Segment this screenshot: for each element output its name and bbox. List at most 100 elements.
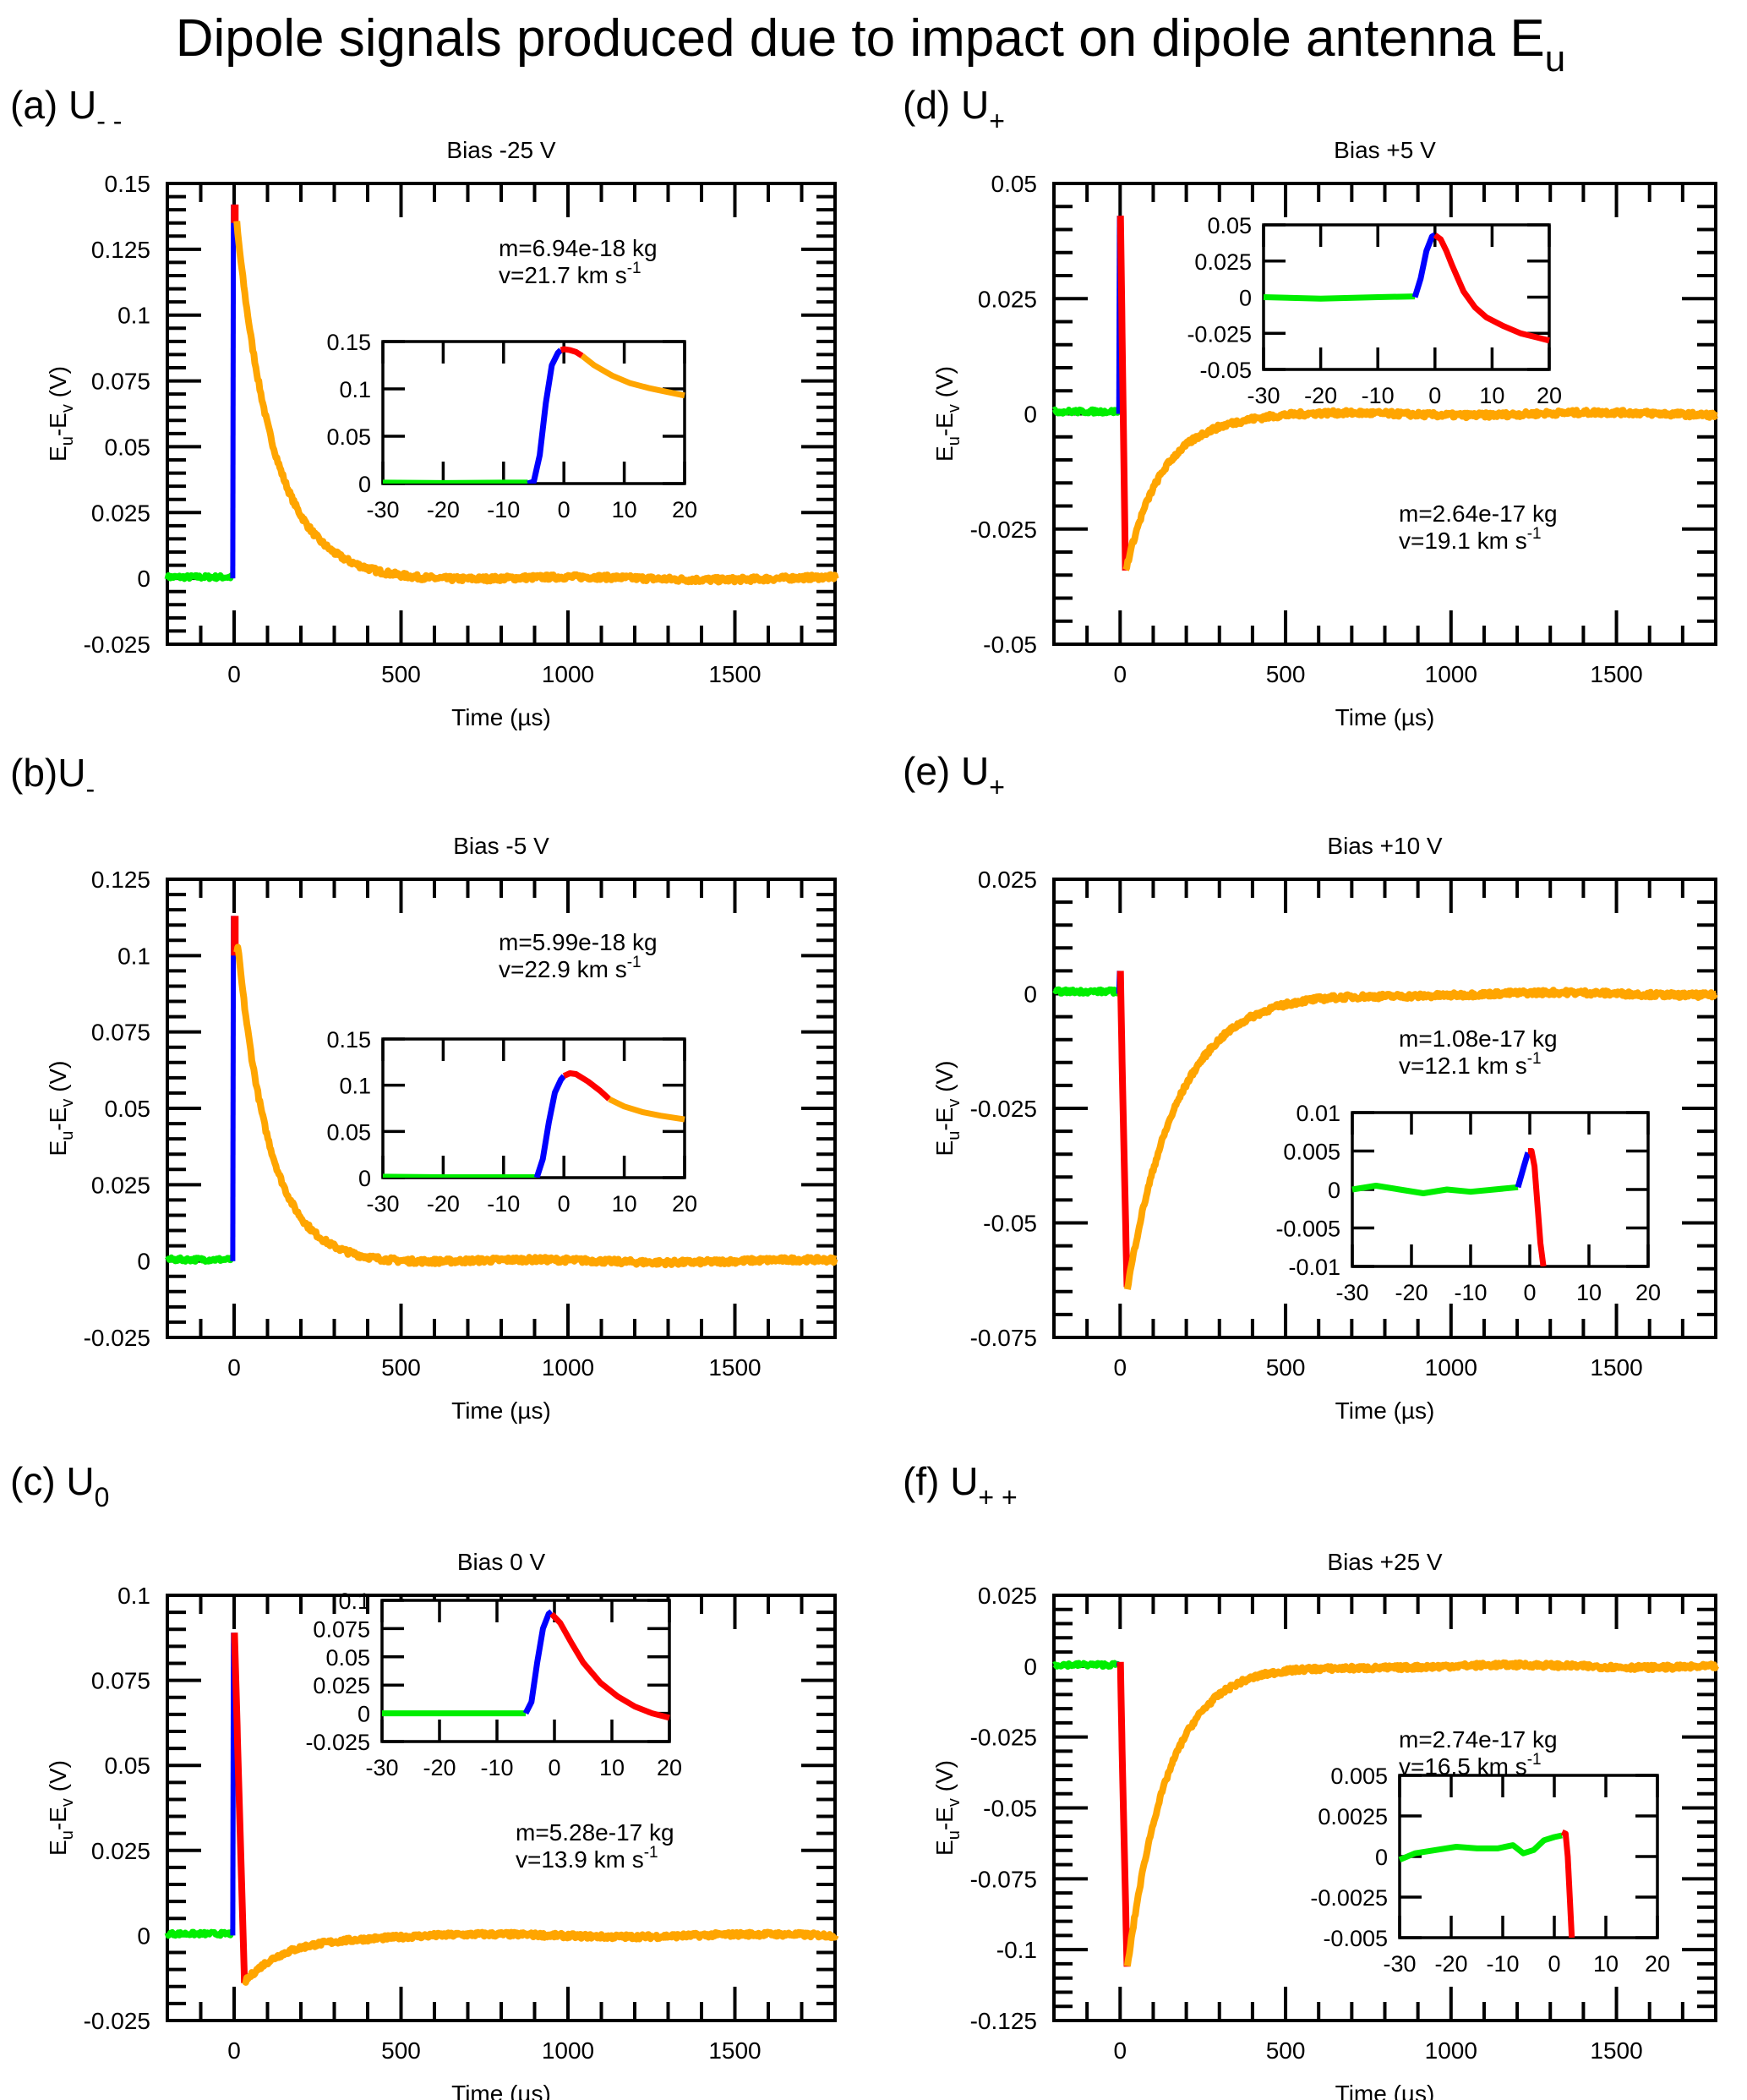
inset-series-peak bbox=[1560, 1829, 1575, 1938]
inset-series-peak bbox=[1433, 232, 1550, 344]
inset-x-tick-label: -10 bbox=[1362, 383, 1395, 408]
chart-title: Bias 0 V bbox=[457, 1549, 546, 1575]
y-label-part: (V) bbox=[45, 1061, 71, 1099]
inset-frame bbox=[380, 1599, 671, 1743]
y-axis-label: Eu-Ev (V) bbox=[45, 366, 77, 462]
series-pre-impact bbox=[1051, 1660, 1122, 1671]
main-y-tick-label: -0.05 bbox=[983, 632, 1037, 658]
x-axis-label: Time (µs) bbox=[1335, 1397, 1435, 1424]
chart-title: Bias +10 V bbox=[1327, 833, 1443, 859]
main-y-tick-label: 0.025 bbox=[91, 1172, 150, 1198]
inset-series-pre-impact bbox=[1351, 1183, 1519, 1196]
main-y-tick-label: 0.075 bbox=[91, 1020, 150, 1046]
main-y-tick-label: 0.075 bbox=[91, 1668, 150, 1694]
y-label-part: E bbox=[931, 446, 958, 462]
main-y-tick-label: 0.05 bbox=[105, 1096, 151, 1122]
inset-y-tick-label: 0.005 bbox=[1283, 1140, 1340, 1165]
annotation-velocity-sup: -1 bbox=[627, 954, 641, 971]
y-label-part: -E bbox=[931, 1807, 958, 1830]
y-axis-label: Eu-Ev (V) bbox=[45, 1760, 77, 1856]
y-label-sub: u bbox=[58, 1131, 77, 1140]
inset-y-tick-label: 0.05 bbox=[1207, 213, 1252, 238]
main-x-tick-label: 1500 bbox=[708, 1354, 761, 1381]
y-label-part: -E bbox=[931, 413, 958, 436]
main-frame bbox=[1052, 878, 1717, 1339]
main-x-tick-label: 500 bbox=[381, 661, 421, 687]
main-y-tick-label: -0.125 bbox=[970, 2008, 1037, 2034]
panel-label-text: (b)U bbox=[10, 751, 85, 795]
panel-label-text: (e) U bbox=[903, 749, 989, 793]
y-label-sub: v bbox=[945, 1099, 964, 1107]
inset-x-tick-label: 20 bbox=[672, 497, 697, 522]
main-x-tick-label: 1500 bbox=[1590, 1354, 1642, 1381]
y-axis-label: Eu-Ev (V) bbox=[931, 366, 964, 462]
main-y-tick-label: 0 bbox=[1024, 402, 1037, 428]
inset-x-tick-label: 0 bbox=[558, 497, 571, 522]
main-x-tick-label: 0 bbox=[227, 2037, 241, 2064]
panel-label-subscript: - bbox=[85, 774, 95, 804]
main-x-tick-label: 1500 bbox=[708, 2037, 761, 2064]
panels: (a) U- -Bias -25 V0 500 1000 1500-0.02500.0… bbox=[10, 83, 1720, 2100]
chart-title: Bias -25 V bbox=[446, 137, 555, 163]
panel-label-text: (f) U bbox=[903, 1459, 978, 1503]
y-label-part: -E bbox=[931, 1107, 958, 1131]
panel-label-text: (c) U bbox=[10, 1459, 95, 1503]
inset-series-peak bbox=[549, 1611, 670, 1721]
annotation-velocity: v=13.9 km s-1 bbox=[516, 1844, 658, 1873]
main-y-tick-label: 0 bbox=[137, 1249, 150, 1275]
annotation-velocity: v=12.1 km s-1 bbox=[1399, 1050, 1542, 1079]
inset-x-tick-label: -20 bbox=[423, 1755, 456, 1780]
main-y-tick-label: 0.025 bbox=[91, 1838, 150, 1864]
panel-label: (b)U- bbox=[10, 751, 95, 804]
inset-y-tick-label: 0.075 bbox=[313, 1616, 370, 1642]
main-y-tick-label: 0.075 bbox=[91, 369, 150, 395]
inset-x-tick-label: -10 bbox=[1454, 1280, 1487, 1305]
annotation-velocity: v=21.7 km s-1 bbox=[499, 260, 641, 288]
y-axis-label: Eu-Ev (V) bbox=[45, 1061, 77, 1157]
annotation-velocity-sup: -1 bbox=[627, 260, 641, 277]
y-label-part: -E bbox=[45, 1807, 71, 1830]
main-y-tick-label: -0.05 bbox=[983, 1211, 1037, 1237]
main-y-tick-label: -0.025 bbox=[84, 632, 150, 658]
annotation-mass: m=2.64e-17 kg bbox=[1399, 500, 1558, 527]
inset-y-tick-label: 0.025 bbox=[1194, 249, 1252, 275]
panel-label-subscript: 0 bbox=[95, 1482, 110, 1512]
series-decay bbox=[1123, 1659, 1720, 1967]
inset-y-tick-label: 0 bbox=[358, 1166, 371, 1191]
inset-x-tick-label: -30 bbox=[366, 1191, 399, 1217]
inset-x-tick-label: 10 bbox=[612, 497, 637, 522]
y-label-sub: u bbox=[945, 1131, 964, 1140]
series-peak-fit bbox=[1116, 1661, 1131, 1967]
inset-y-tick-label: -0.005 bbox=[1323, 1926, 1388, 1951]
x-axis-label: Time (µs) bbox=[1335, 2081, 1435, 2100]
main-x-tick-label: 500 bbox=[1266, 661, 1306, 687]
inset-chart-e: -30 -20 -10 0 10 20 -0.01 -0.005 0 0.005 0.01 bbox=[1275, 1101, 1661, 1305]
y-label-sub: v bbox=[945, 404, 964, 413]
inset-x-tick-label: -20 bbox=[427, 497, 460, 522]
y-label-sub: u bbox=[58, 1830, 77, 1840]
inset-y-tick-label: -0.05 bbox=[1199, 358, 1252, 383]
series-rise bbox=[230, 204, 237, 579]
series-pre-impact bbox=[164, 571, 236, 582]
annotation-velocity-text: v=22.9 km s bbox=[499, 956, 627, 982]
panel-label: (d) U+ bbox=[903, 83, 1005, 136]
inset-x-tick-label: -20 bbox=[1395, 1280, 1428, 1305]
series-pre-impact bbox=[1051, 406, 1122, 417]
series-rise bbox=[230, 916, 237, 1261]
main-y-tick-label: 0.1 bbox=[117, 1583, 150, 1609]
main-x-tick-label: 500 bbox=[1266, 1354, 1306, 1381]
main-y-tick-label: 0 bbox=[137, 566, 150, 592]
series-decay bbox=[242, 1928, 839, 1986]
panel-label-subscript: + bbox=[989, 772, 1005, 802]
main-x-tick-label: 1000 bbox=[1425, 2037, 1477, 2064]
main-y-tick-label: 0.025 bbox=[978, 1583, 1037, 1609]
inset-x-tick-label: 20 bbox=[657, 1755, 682, 1780]
main-y-tick-label: -0.075 bbox=[970, 1325, 1037, 1351]
inset-x-tick-label: -30 bbox=[1247, 383, 1280, 408]
inset-x-tick-label: -20 bbox=[427, 1191, 460, 1217]
y-label-part: E bbox=[931, 1840, 958, 1856]
inset-x-tick-label: -30 bbox=[1335, 1280, 1368, 1305]
x-axis-label: Time (µs) bbox=[451, 1397, 551, 1424]
main-y-tick-label: -0.05 bbox=[983, 1796, 1037, 1822]
main-x-tick-label: 0 bbox=[227, 661, 241, 687]
